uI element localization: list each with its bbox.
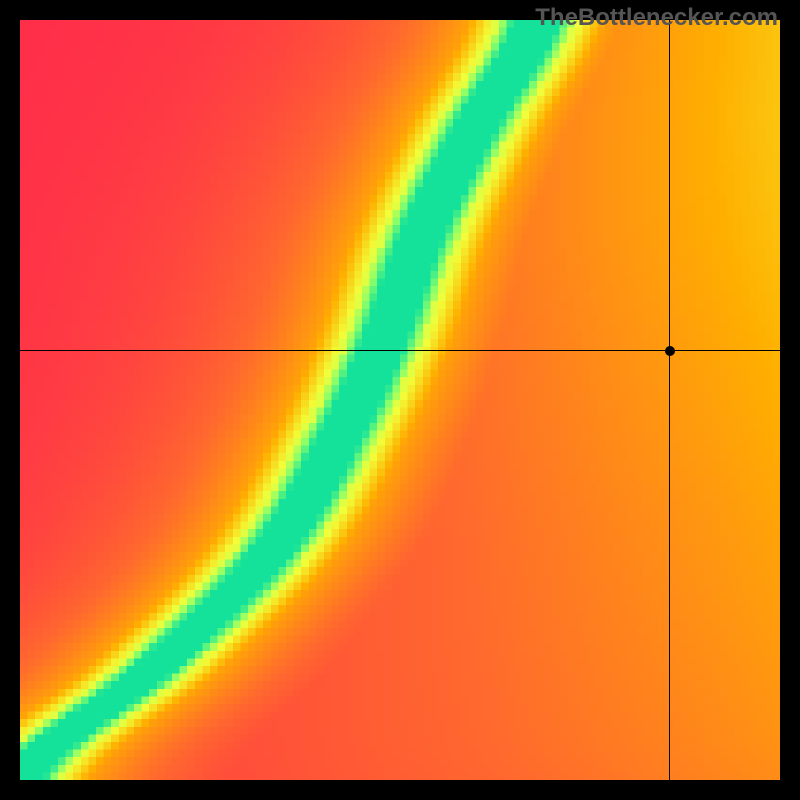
crosshair-marker xyxy=(665,346,675,356)
watermark-label: TheBottlenecker.com xyxy=(535,4,778,32)
crosshair-vertical xyxy=(669,20,670,780)
bottleneck-heatmap xyxy=(20,20,780,780)
